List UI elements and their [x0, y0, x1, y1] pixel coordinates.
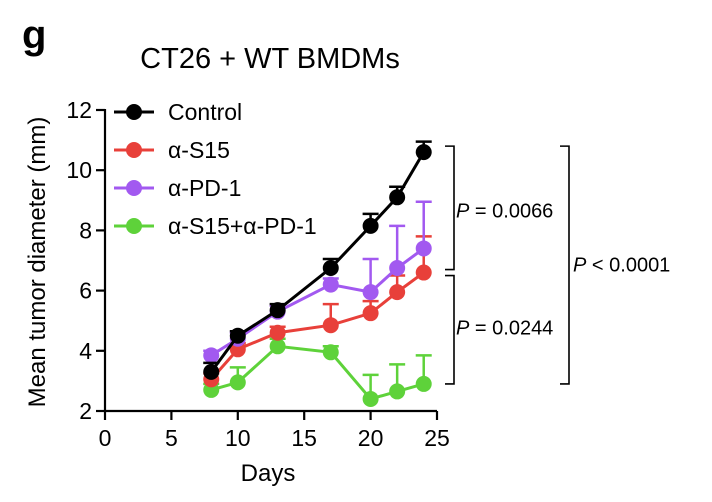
data-point [203, 363, 220, 380]
x-tick-label: 25 [424, 425, 450, 451]
data-point [269, 302, 286, 319]
significance-bracket [445, 145, 455, 271]
data-point [269, 338, 286, 355]
data-point [389, 383, 406, 400]
x-tick-label: 0 [99, 425, 112, 451]
data-point [362, 305, 379, 322]
data-point [229, 374, 246, 391]
series-layer [203, 140, 432, 407]
p-value-label: P = 0.0066 [456, 200, 553, 222]
data-point [362, 284, 379, 301]
data-point [389, 189, 406, 206]
data-point [389, 260, 406, 277]
y-axis-label: Mean tumor diameter (mm) [24, 117, 51, 408]
x-tick-label: 20 [358, 425, 384, 451]
legend: Control α-S15 α-PD-1 α-S15+α-PD-1 [114, 99, 317, 239]
p-value: = 0.0066 [469, 200, 553, 222]
data-point [415, 264, 432, 281]
p-symbol: P [456, 318, 470, 340]
x-tick-label: 15 [291, 425, 317, 451]
p-value: < 0.0001 [586, 255, 670, 277]
y-tick-label: 12 [66, 97, 92, 123]
data-point [203, 347, 220, 364]
legend-marker [126, 104, 142, 120]
data-point [322, 317, 339, 334]
x-axis-label: Days [241, 460, 296, 487]
data-point [415, 240, 432, 257]
data-point [362, 217, 379, 234]
y-tick-label: 10 [66, 157, 92, 183]
legend-marker [126, 180, 142, 196]
legend-label: α-PD-1 [168, 175, 241, 201]
data-point [322, 344, 339, 361]
data-point [269, 324, 286, 341]
legend-marker [126, 218, 142, 234]
significance-bracket [445, 274, 455, 385]
data-point [362, 390, 379, 407]
y-tick-label: 4 [79, 338, 92, 364]
chart-title: CT26 + WT BMDMs [140, 43, 400, 75]
p-symbol: P [456, 200, 470, 222]
y-tick-label: 8 [79, 217, 92, 243]
x-tick-label: 5 [165, 425, 178, 451]
series-control [203, 140, 432, 380]
data-point [229, 327, 246, 344]
axes: 2 4 6 8 10 12 0 5 10 15 20 25 [66, 97, 449, 451]
x-tick-label: 10 [225, 425, 251, 451]
data-point [389, 284, 406, 301]
y-tick-label: 6 [79, 278, 92, 304]
legend-label: α-S15+α-PD-1 [168, 213, 317, 239]
legend-marker [126, 142, 142, 158]
panel-label: g [22, 13, 46, 57]
legend-label: Control [168, 99, 242, 125]
legend-label: α-S15 [168, 137, 230, 163]
y-tick-label: 2 [79, 398, 92, 424]
p-value: = 0.0244 [469, 318, 553, 340]
data-point [322, 260, 339, 277]
significance-bracket [560, 145, 570, 385]
p-value-label: P = 0.0244 [456, 318, 553, 340]
data-point [322, 276, 339, 293]
data-point [415, 144, 432, 161]
data-point [415, 375, 432, 392]
p-symbol: P [573, 255, 587, 277]
p-value-label: P < 0.0001 [573, 255, 670, 277]
